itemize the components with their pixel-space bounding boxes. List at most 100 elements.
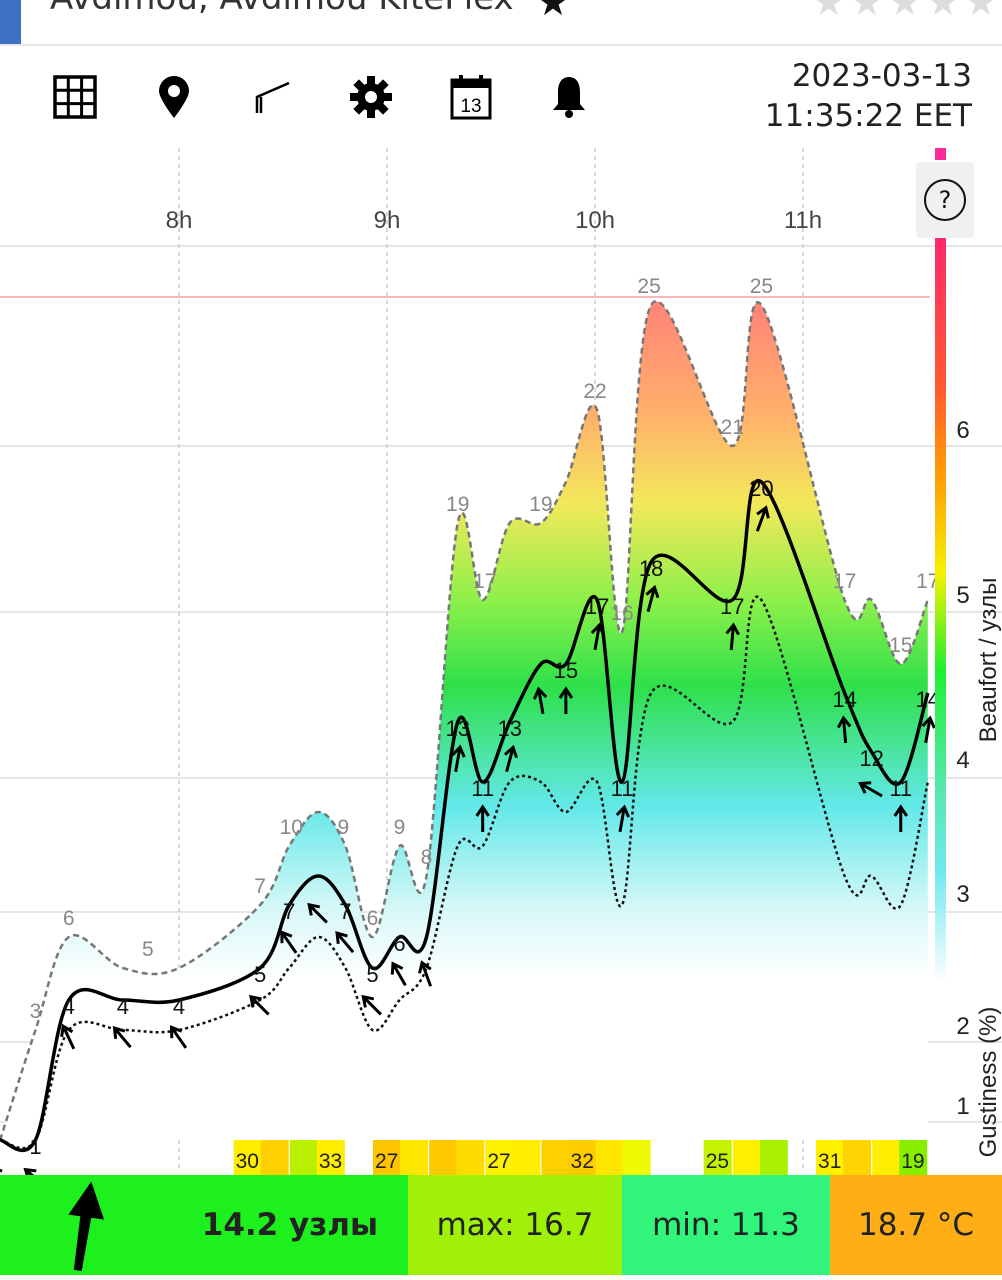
gust-value-label: 16: [610, 602, 633, 625]
gust-value-label: 21: [721, 416, 744, 439]
y-axis-ticks: 6 5 4 3 2 1: [956, 417, 969, 1120]
data-marks: 14 4 457 7561311131517111817201412111436571…: [0, 275, 940, 1175]
avg-value-label: 13: [497, 716, 521, 741]
wind-arrow-icon: [725, 622, 740, 651]
gust-value-label: 8: [421, 846, 433, 869]
beaufort-tick-label: 4: [956, 747, 969, 774]
avg-value-label: 5: [366, 962, 378, 987]
gust-value-label: 6: [63, 907, 75, 930]
gustiness-cell: [233, 1140, 262, 1175]
gustiness-cell: [622, 1140, 651, 1175]
arrow-shape: [169, 1025, 188, 1049]
wind-arrow-icon: [836, 715, 852, 744]
location-pin-icon[interactable]: [151, 74, 197, 120]
arrow-shape: [418, 960, 433, 987]
avg-value-label: 4: [173, 994, 185, 1019]
wind-arrow-icon: [503, 744, 518, 772]
gustiness-label: 19: [901, 1150, 924, 1173]
beaufort-tick-label: 5: [956, 582, 969, 609]
gust-value-label: 17: [916, 570, 939, 593]
arrow-shape: [280, 930, 298, 954]
gust-value-label: 17: [833, 570, 856, 593]
gustiness-label: 33: [319, 1150, 342, 1173]
avg-value-label: 6: [393, 931, 405, 956]
gust-value-label: 5: [142, 938, 154, 961]
gust-value-label: 7: [254, 875, 266, 898]
gustiness-label: 30: [236, 1150, 259, 1173]
wind-arrow-icon: [755, 505, 770, 532]
gustiness-cell: [732, 1140, 761, 1175]
gustiness-cell: [456, 1140, 485, 1175]
bell-icon[interactable]: [546, 74, 592, 120]
favorite-star-icon[interactable]: ★: [536, 0, 571, 24]
avg-value-label: 15: [554, 658, 578, 683]
speed-value: 14.2 узлы: [201, 1207, 378, 1243]
arrow-shape: [307, 902, 328, 924]
gustiness-label: 25: [706, 1150, 729, 1173]
arrow-shape: [361, 994, 382, 1016]
avg-value-label: 20: [749, 476, 773, 501]
help-button[interactable]: ?: [916, 162, 974, 238]
calendar-icon[interactable]: 13: [448, 74, 494, 120]
gustiness-cells: 30 33 27 27 32 25 31 19: [233, 1140, 928, 1175]
wind-arrow-icon: [475, 804, 490, 832]
arrow-shape: [858, 781, 883, 798]
gust-value-label: 9: [394, 816, 406, 839]
avg-value-label: 7: [283, 899, 295, 924]
wind-arrow-icon: [418, 960, 433, 987]
gust-value-label: 15: [889, 634, 912, 657]
avg-value-label: 18: [639, 556, 663, 581]
arrow-shape: [532, 686, 548, 715]
avg-value-label: 14: [832, 687, 856, 712]
rating-stars[interactable]: ★★★★★: [811, 0, 1002, 24]
gustiness-cell: [289, 1140, 318, 1175]
arrow-shape: [503, 744, 518, 772]
gustiness-label: 27: [487, 1150, 510, 1173]
beaufort-tick-label: 6: [956, 417, 969, 444]
avg-value-label: 7: [339, 899, 351, 924]
avg-value-label: 11: [471, 776, 494, 801]
gustiness-label: 31: [818, 1150, 841, 1173]
arrow-shape: [755, 505, 770, 532]
gear-icon[interactable]: [348, 74, 394, 120]
arrow-shape: [615, 804, 631, 833]
gust-value-label: 19: [446, 493, 469, 516]
avg-value-label: 4: [63, 994, 75, 1019]
wind-arrow-icon: [615, 804, 631, 833]
arrow-shape: [23, 1167, 46, 1175]
gust-value-label: 3: [30, 1000, 42, 1023]
wind-arrow-icon: [921, 715, 936, 744]
avg-series-line: [0, 478, 930, 1152]
x-tick-label: 9h: [374, 207, 401, 234]
wind-arrow-icon: [451, 744, 466, 773]
arrow-shape: [390, 961, 407, 987]
avg-value-label: 17: [585, 594, 609, 619]
temperature: 18.7 °C: [830, 1175, 1002, 1275]
gustiness-cell: [541, 1140, 570, 1175]
gustiness-cell: [899, 1140, 928, 1175]
kite-line-icon[interactable]: [248, 74, 294, 120]
gustiness-cell: [260, 1140, 289, 1175]
summary-bar: 14.2 узлы max: 16.7 min: 11.3 18.7 °C: [0, 1175, 1002, 1275]
avg-value-label: 5: [254, 962, 266, 987]
avg-value-label: 4: [117, 994, 129, 1019]
color-scale-bar: [935, 238, 946, 983]
y-axis-label: Beaufort / узлы: [975, 578, 1002, 743]
x-tick-label: 8h: [166, 207, 193, 234]
beaufort-tick-label: 1: [956, 1093, 969, 1120]
wind-chart: 8h 9h 10h 11h 14 4 457 75613111315171118172014…: [0, 148, 1002, 1175]
wind-arrow-icon: [893, 804, 909, 832]
min-speed: min: 11.3: [622, 1175, 830, 1275]
help-icon: ?: [924, 179, 966, 221]
arrow-shape: [0, 1165, 9, 1175]
avg-value-label: 12: [859, 746, 883, 771]
gustiness-cell: [373, 1140, 401, 1175]
grid-icon[interactable]: [52, 74, 98, 120]
wind-arrow-icon: [590, 622, 606, 651]
arrow-shape: [112, 1025, 132, 1049]
gustiness-cell: [400, 1140, 429, 1175]
wind-arrow-icon: [112, 1025, 132, 1049]
avg-value-label: 17: [720, 594, 744, 619]
gustiness-cell: [595, 1140, 624, 1175]
gustiness-cell: [316, 1140, 345, 1175]
